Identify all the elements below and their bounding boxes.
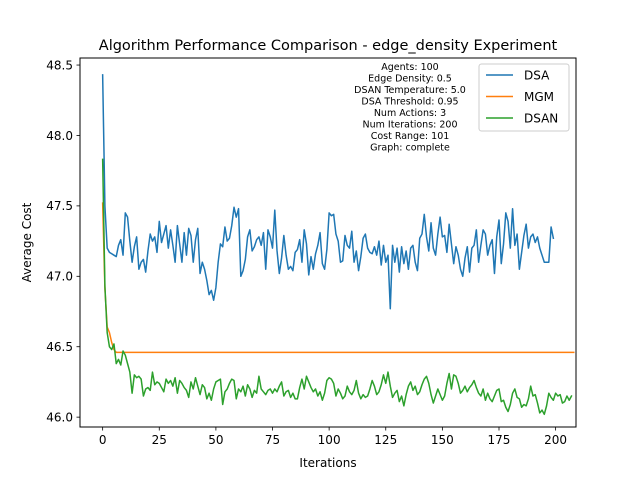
annotation-line: Num Actions: 3 [374,108,446,119]
y-axis-label: Average Cost [20,202,34,282]
legend-label-dsa: DSA [524,69,550,83]
y-tick-label: 46.0 [46,410,73,424]
y-tick-label: 48.5 [46,58,73,72]
x-tick-label: 150 [431,433,454,447]
x-axis: 0 25 50 75 100 125 150 175 200 [99,427,567,447]
series-layer [101,74,575,416]
annotation-line: DSA Threshold: 0.95 [361,97,458,108]
x-tick-label: 25 [152,433,167,447]
x-tick-label: 175 [488,433,511,447]
x-tick-label: 200 [544,433,567,447]
y-tick-label: 48.0 [46,129,73,143]
annotation-line: DSAN Temperature: 5.0 [354,85,466,96]
y-tick-label: 47.5 [46,199,73,213]
y-tick-label: 47.0 [46,270,73,284]
annotation-line: Graph: complete [370,143,450,154]
series-line-dsan [101,158,573,416]
series-line-dsa [101,74,555,310]
y-tick-label: 46.5 [46,340,73,354]
legend-box [478,63,570,132]
x-tick-label: 125 [374,433,397,447]
legend-label-mgm: MGM [524,90,554,104]
legend: DSA MGM DSAN [478,63,570,132]
y-axis: 46.0 46.5 47.0 47.5 48.0 48.5 [46,58,80,424]
x-tick-label: 75 [265,433,280,447]
x-tick-label: 100 [318,433,341,447]
annotation-line: Edge Density: 0.5 [368,74,452,85]
annotation-line: Agents: 100 [381,62,438,73]
annotation-line: Num Iterations: 200 [363,120,458,131]
legend-label-dsan: DSAN [524,112,558,126]
x-tick-label: 0 [99,433,107,447]
series-line-mgm [101,202,575,354]
annotation-line: Cost Range: 101 [371,131,450,142]
x-tick-label: 50 [208,433,223,447]
chart-title: Algorithm Performance Comparison - edge_… [99,38,558,54]
x-axis-label: Iterations [299,456,356,470]
